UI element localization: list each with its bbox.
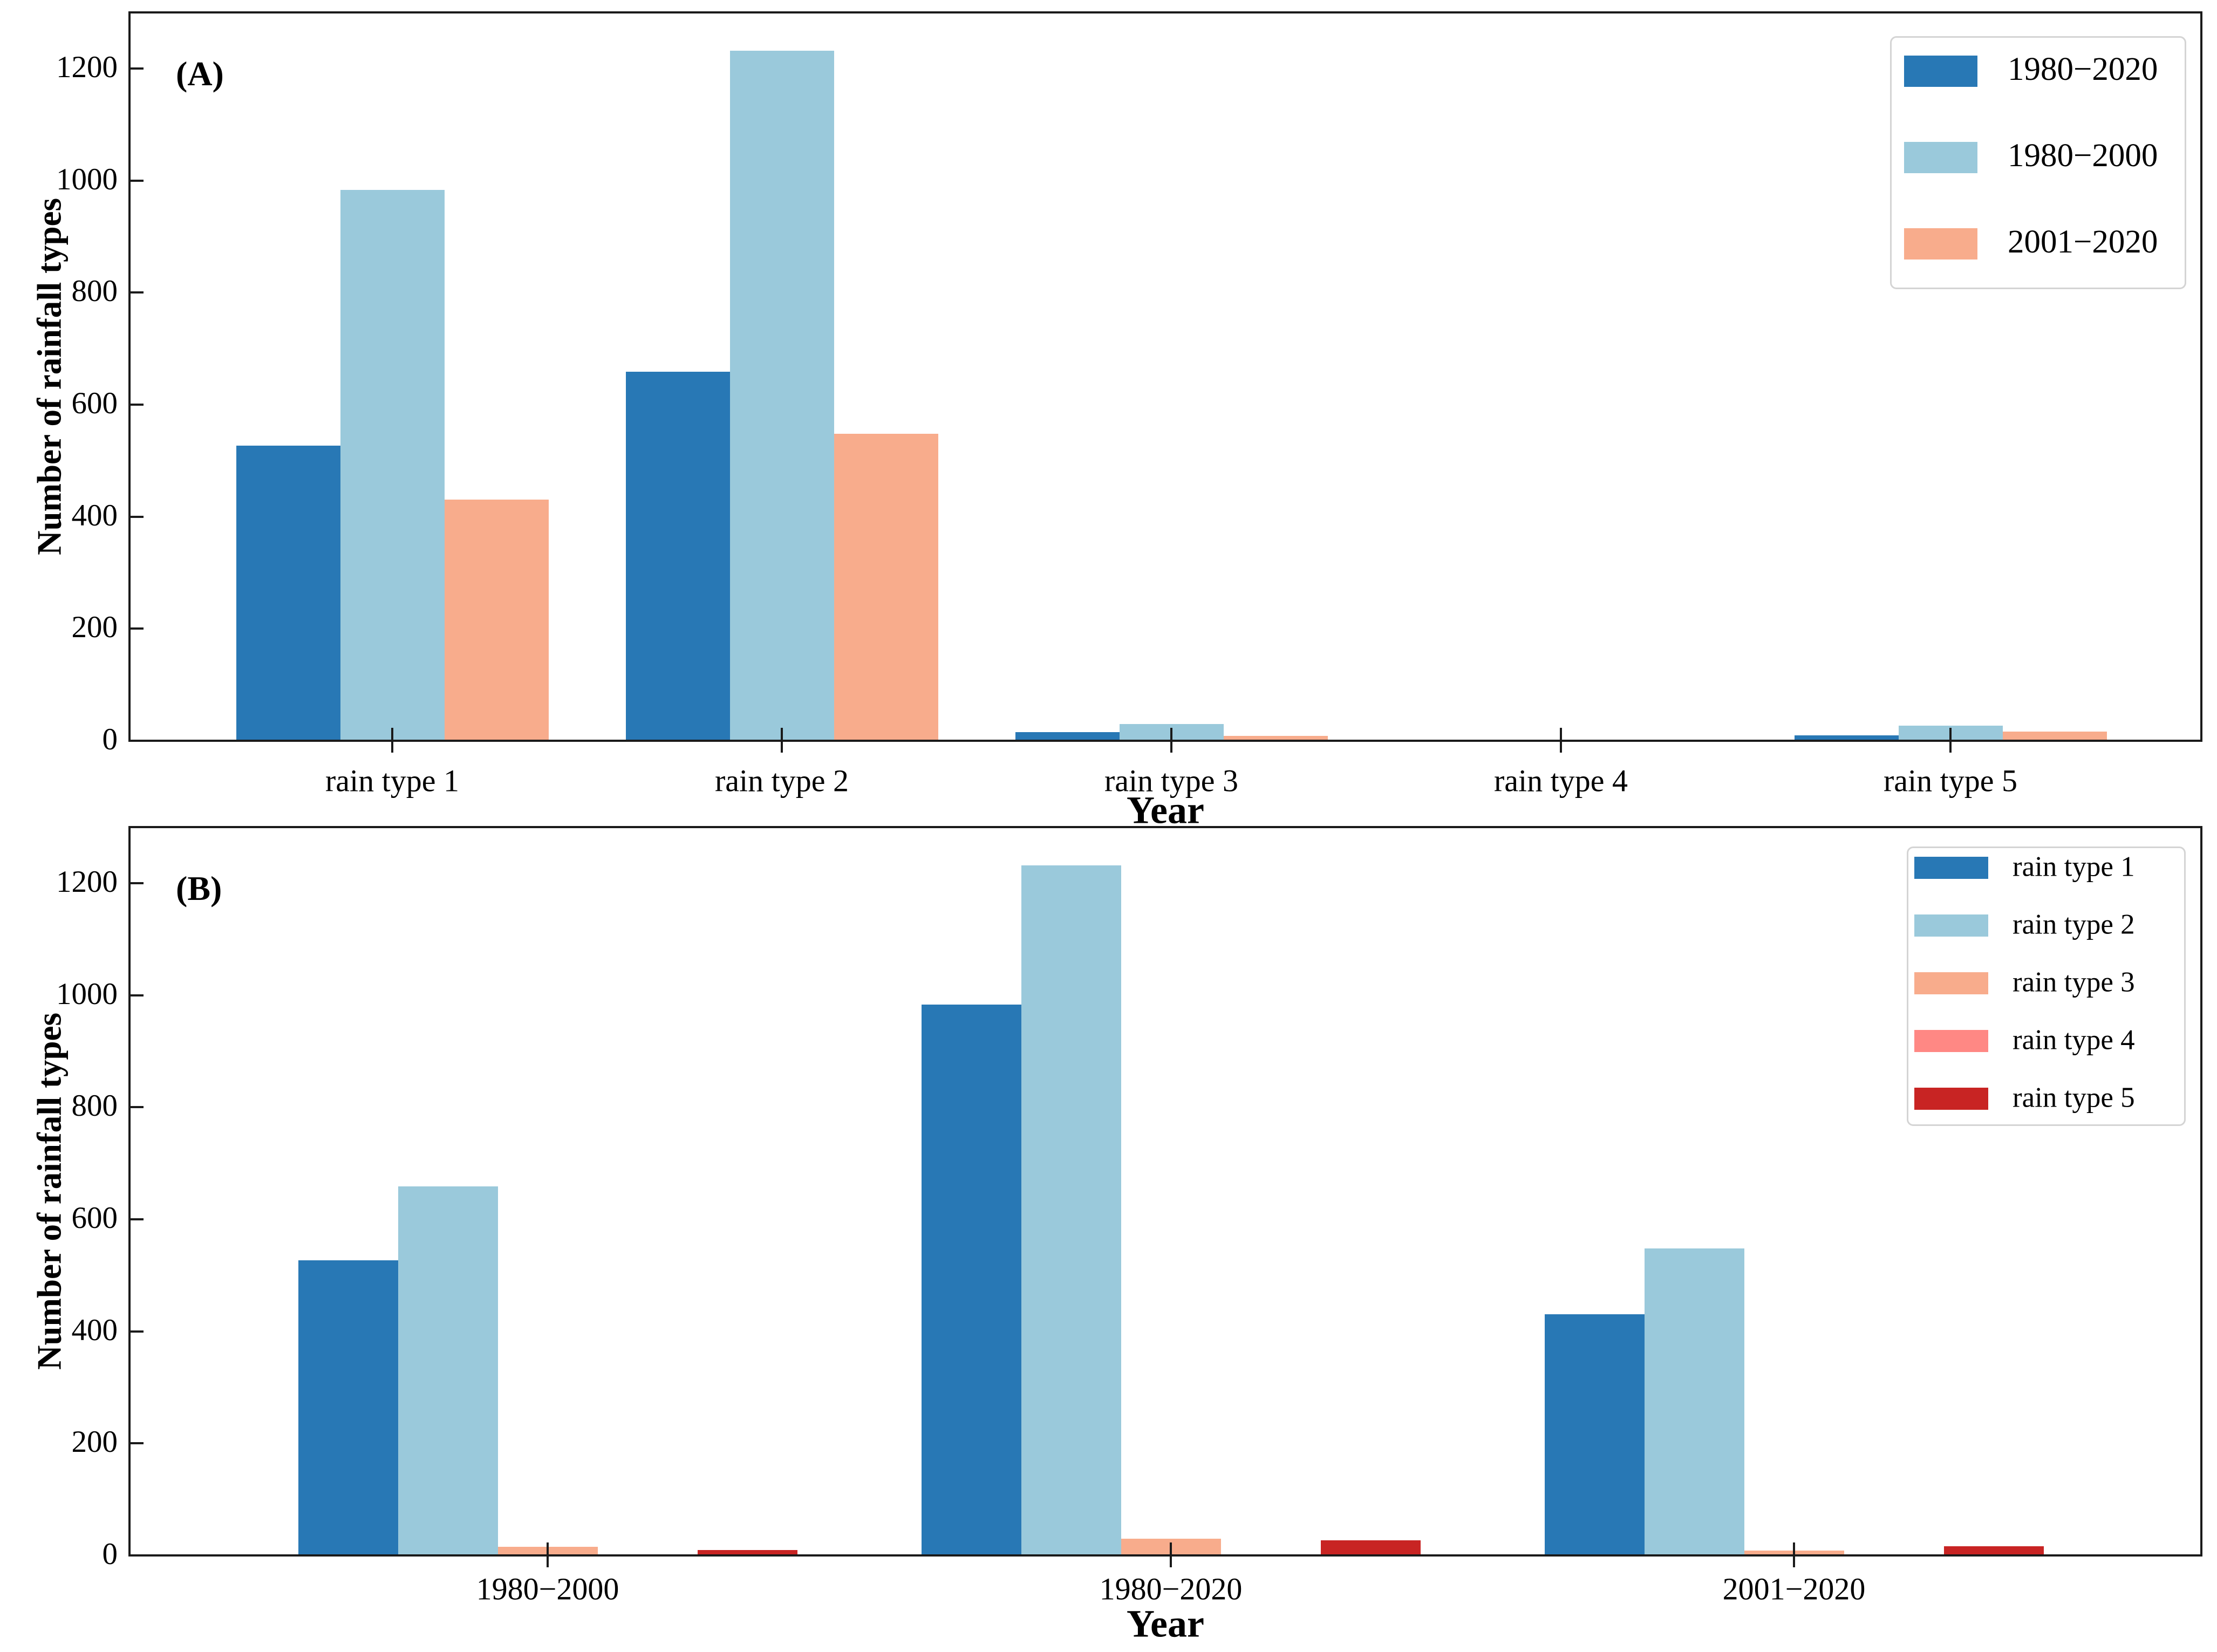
- y-tick-label: 1000: [56, 977, 118, 1011]
- y-tick-mark: [131, 1330, 144, 1333]
- legend-label: 2001−2020: [2008, 224, 2158, 261]
- panel-label-b: (B): [176, 869, 222, 907]
- legend-swatch-rain-type-3: [1914, 972, 1988, 994]
- y-tick-label: 1200: [56, 864, 118, 899]
- y-tick-mark: [131, 882, 144, 884]
- x-axis-title: Year: [1127, 788, 1204, 832]
- bar-rain-type-2-2001−2020: [834, 433, 938, 741]
- y-tick-label: 0: [102, 722, 118, 756]
- bar-rain-type-5-2001−2020: [2002, 732, 2107, 741]
- legend-swatch-rain-type-2: [1914, 914, 1988, 937]
- y-tick-mark: [131, 179, 144, 182]
- bar-rain-type-3-2001−2020: [1223, 735, 1328, 741]
- x-category-label: rain type 5: [1883, 763, 2018, 798]
- y-tick-label: 400: [71, 498, 118, 533]
- bar-2001−2020-rain-type-2: [1644, 1248, 1744, 1555]
- legend-label: 1980−2000: [2008, 138, 2158, 174]
- legend-label: rain type 5: [2013, 1082, 2135, 1114]
- y-tick-mark: [131, 1442, 144, 1445]
- plot-area-panel-b: [128, 826, 2202, 1557]
- bar-rain-type-3-1980−2020: [1015, 732, 1120, 741]
- y-tick-label: 400: [71, 1313, 118, 1347]
- legend-swatch-1980−2000: [1904, 142, 1977, 173]
- y-axis-title: Number of rainfall types: [30, 197, 69, 556]
- bar-rain-type-5-1980−2020: [1794, 735, 1899, 741]
- bar-rain-type-2-1980−2020: [625, 371, 730, 741]
- legend-label: rain type 2: [2013, 909, 2135, 940]
- x-category-label: rain type 3: [1104, 763, 1239, 798]
- bar-rain-type-1-1980−2020: [236, 445, 340, 741]
- x-category-label: 2001−2020: [1722, 1571, 1866, 1607]
- y-tick-mark: [131, 1218, 144, 1220]
- y-tick-label: 200: [71, 1425, 118, 1459]
- plot-area-panel-a: [128, 11, 2202, 742]
- y-tick-label: 800: [71, 1089, 118, 1123]
- x-category-label: rain type 2: [714, 763, 849, 798]
- legend-swatch-2001−2020: [1904, 228, 1977, 260]
- x-category-label: rain type 4: [1493, 763, 1628, 798]
- bar-1980−2000-rain-type-5: [697, 1549, 797, 1555]
- bar-2001−2020-rain-type-1: [1544, 1314, 1645, 1555]
- legend-label: rain type 4: [2013, 1024, 2135, 1056]
- y-tick-mark: [131, 291, 144, 294]
- y-axis-title: Number of rainfall types: [30, 1012, 69, 1370]
- bar-rain-type-1-1980−2000: [340, 190, 445, 741]
- y-tick-label: 1000: [56, 162, 118, 196]
- y-tick-mark: [131, 515, 144, 518]
- panel-label-a: (A): [176, 54, 224, 93]
- y-tick-label: 600: [71, 1200, 118, 1235]
- bar-rain-type-1-2001−2020: [444, 500, 549, 741]
- y-tick-label: 600: [71, 386, 118, 420]
- bar-1980−2000-rain-type-1: [298, 1260, 398, 1555]
- legend-swatch-rain-type-1: [1914, 857, 1988, 879]
- bar-1980−2020-rain-type-2: [1021, 865, 1121, 1555]
- legend-label: rain type 1: [2013, 851, 2135, 883]
- y-tick-mark: [131, 994, 144, 996]
- y-tick-mark: [131, 403, 144, 406]
- x-category-label: rain type 1: [325, 763, 460, 798]
- x-axis-title: Year: [1127, 1602, 1204, 1646]
- x-category-label: 1980−2000: [476, 1571, 619, 1607]
- y-tick-label: 1200: [56, 50, 118, 84]
- legend-swatch-rain-type-4: [1914, 1030, 1988, 1052]
- x-category-label: 1980−2020: [1099, 1571, 1243, 1607]
- legend-swatch-rain-type-5: [1914, 1088, 1988, 1110]
- y-tick-label: 800: [71, 274, 118, 309]
- legend-label: rain type 3: [2013, 966, 2135, 998]
- y-tick-mark: [131, 627, 144, 630]
- bar-rain-type-2-1980−2000: [729, 50, 834, 741]
- y-tick-mark: [131, 67, 144, 70]
- legend-label: 1980−2020: [2008, 51, 2158, 88]
- bar-1980−2020-rain-type-1: [921, 1005, 1021, 1555]
- bar-1980−2020-rain-type-5: [1320, 1540, 1421, 1555]
- y-tick-label: 200: [71, 610, 118, 645]
- y-tick-mark: [131, 1106, 144, 1109]
- y-tick-label: 0: [102, 1537, 118, 1571]
- bar-2001−2020-rain-type-5: [1943, 1546, 2044, 1555]
- bar-1980−2000-rain-type-2: [398, 1186, 498, 1555]
- legend-swatch-1980−2020: [1904, 56, 1977, 87]
